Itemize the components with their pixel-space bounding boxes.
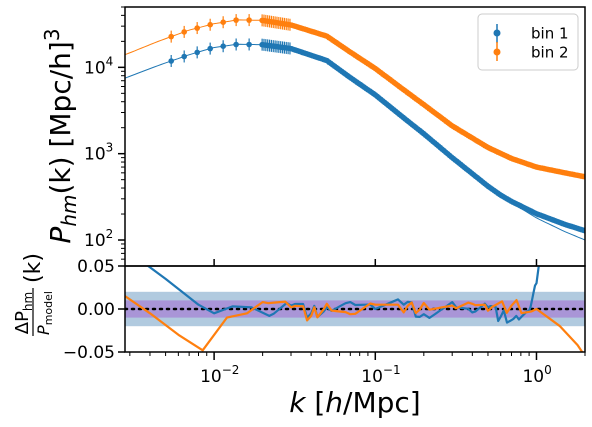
bottom-y-label-denominator: Pmodel [34, 291, 55, 335]
data-point-bin-1 [194, 49, 200, 56]
bottom-y-tick-label: 0.05 [77, 257, 115, 277]
x-tick-base: 10 [361, 367, 383, 387]
bottom-y-label-numerator: ΔPhm [12, 292, 35, 334]
data-point-bin-2 [233, 17, 239, 23]
top-y-tick-label: 102 [84, 227, 113, 251]
top-y-tick-base: 10 [84, 145, 106, 165]
x-tick-label: 10−2 [200, 363, 239, 387]
top-y-tick-exponent: 3 [106, 141, 114, 155]
data-point-bin-2 [194, 25, 200, 31]
residual-line-bin-2 [125, 295, 584, 352]
bottom-panel: 0.050.00−0.05 10−2 10−1 100 ΔPhm Pmodel (k… [12, 253, 586, 419]
data-point-bin-2 [181, 29, 187, 35]
top-y-tick-label: 103 [84, 141, 113, 165]
legend-entry-bin-1: bin 1 [493, 24, 569, 43]
legend-label-bin-1: bin 1 [531, 25, 569, 43]
top-y-label-sup: 3 [40, 28, 64, 41]
bottom-y-tick-label: −0.05 [63, 343, 115, 363]
legend: bin 1 bin 2 [477, 13, 579, 71]
x-tick-base: 10 [522, 367, 544, 387]
bottom-y-axis-label: ΔPhm Pmodel (k) [12, 253, 55, 336]
x-tick-exponent: −2 [222, 363, 240, 377]
bottom-x-axis: 10−2 10−1 100 [129, 352, 586, 387]
top-y-axis-label: Phm(k) [Mpc/h]3 [40, 28, 81, 243]
legend-entry-bin-2: bin 2 [493, 42, 569, 62]
legend-marker-bin-1 [493, 29, 501, 37]
data-point-bin-2 [207, 21, 213, 28]
x-label-k: k [289, 386, 307, 419]
data-point-bin-1 [181, 53, 187, 60]
data-point-bin-1 [233, 41, 239, 48]
legend-marker-bin-2 [493, 48, 501, 56]
data-point-bin-1 [246, 41, 252, 48]
bottom-y-label-den-sub: model [42, 291, 55, 325]
x-tick-exponent: −1 [383, 363, 401, 377]
data-point-bin-1 [207, 45, 213, 52]
top-plot-area [125, 14, 585, 241]
bottom-y-tick-label: 0.00 [77, 300, 115, 320]
bottom-y-label-den: P [34, 325, 53, 335]
x-label-h: h [325, 386, 343, 419]
bottom-axes-frame [124, 265, 586, 353]
x-tick-exponent: 0 [544, 363, 552, 377]
top-y-label-p: P [44, 227, 77, 244]
top-y-label-sub: hm [57, 195, 81, 227]
bottom-y-label-num-sub: hm [21, 292, 35, 311]
x-label-unit: /Mpc] [343, 386, 421, 419]
x-tick-label: 10−1 [361, 363, 400, 387]
top-y-tick-base: 10 [84, 231, 106, 251]
bottom-y-axis: 0.05 0.00 −0.05 [63, 257, 125, 363]
x-label-bracket: [ [305, 386, 325, 419]
legend-box [477, 13, 579, 71]
data-point-bin-2 [246, 17, 252, 23]
top-y-label-mid: (k) [Mpc/h] [44, 41, 77, 194]
x-axis-label: k [h/Mpc] [289, 386, 420, 419]
legend-label-bin-2: bin 2 [531, 44, 569, 62]
bottom-plot-area [125, 266, 585, 352]
data-point-bin-2 [220, 19, 226, 26]
data-point-bin-2 [168, 33, 174, 40]
data-point-bin-1 [220, 43, 226, 49]
top-y-tick-exponent: 4 [106, 54, 114, 68]
top-y-tick-exponent: 2 [106, 227, 114, 241]
data-point-bin-1 [168, 58, 174, 64]
x-tick-base: 10 [200, 367, 222, 387]
x-tick-label: 100 [522, 363, 551, 387]
top-y-tick-label: 104 [84, 54, 113, 78]
model-curve-bin-1 [125, 43, 585, 241]
bottom-y-label-num: ΔP [12, 311, 33, 334]
top-y-tick-base: 10 [84, 58, 106, 78]
bottom-y-label-tail: (k) [21, 253, 46, 283]
